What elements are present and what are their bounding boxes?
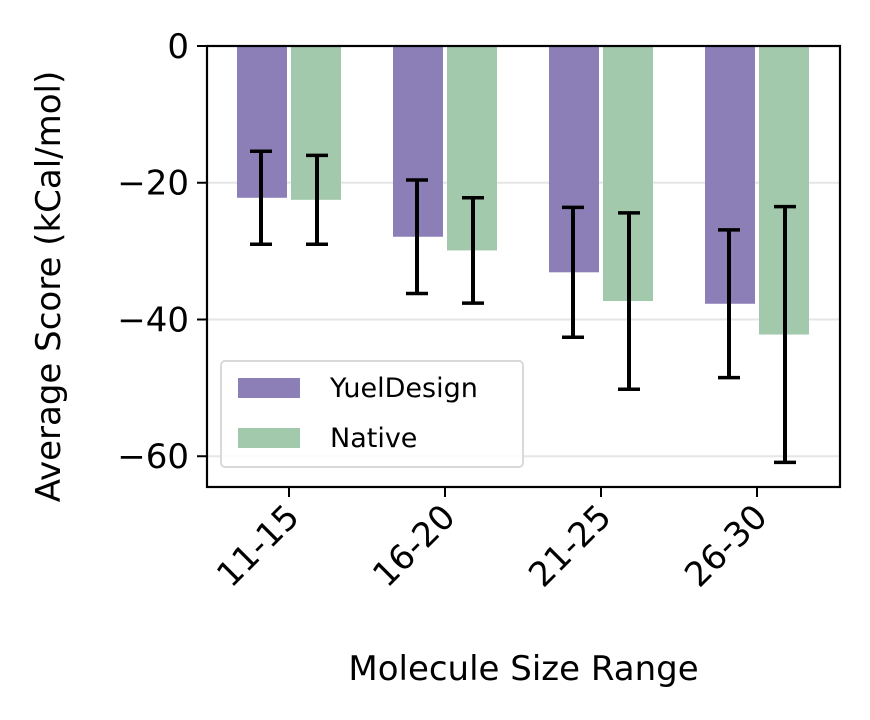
error-bar-native-11-15 [306, 153, 328, 247]
x-tick-label: 21-25 [521, 497, 619, 595]
x-axis-label: Molecule Size Range [348, 649, 698, 689]
x-tick-label: 16-20 [365, 497, 463, 595]
legend-swatch-yueldesign [238, 378, 300, 398]
x-tick-label: 11-15 [209, 497, 307, 595]
y-axis-ticks: 0 −20 −40 −60 [117, 27, 207, 477]
error-bar-yueldesign-26-30 [718, 228, 740, 380]
legend: YuelDesign Native [220, 360, 524, 468]
error-bars [250, 149, 796, 465]
y-tick-label: 0 [167, 27, 189, 67]
error-bar-native-21-25 [618, 211, 640, 391]
y-axis-label: Average Score (kCal/mol) [29, 71, 69, 503]
error-bar-yueldesign-16-20 [406, 178, 428, 296]
bars [237, 46, 809, 335]
error-bar-yueldesign-11-15 [250, 149, 272, 247]
legend-label-native: Native [330, 423, 417, 454]
plot-frame [205, 44, 842, 489]
error-bar-yueldesign-21-25 [562, 205, 584, 340]
legend-swatch-native [238, 428, 300, 448]
x-axis-ticks: 11-15 16-20 21-25 26-30 [209, 487, 775, 595]
y-tick-label: −60 [117, 437, 189, 477]
legend-label-yueldesign: YuelDesign [329, 373, 478, 404]
x-tick-label: 26-30 [677, 497, 775, 595]
error-bar-native-26-30 [774, 204, 796, 465]
y-tick-label: −20 [117, 164, 189, 204]
y-tick-label: −40 [117, 300, 189, 340]
error-bar-native-16-20 [462, 196, 484, 305]
